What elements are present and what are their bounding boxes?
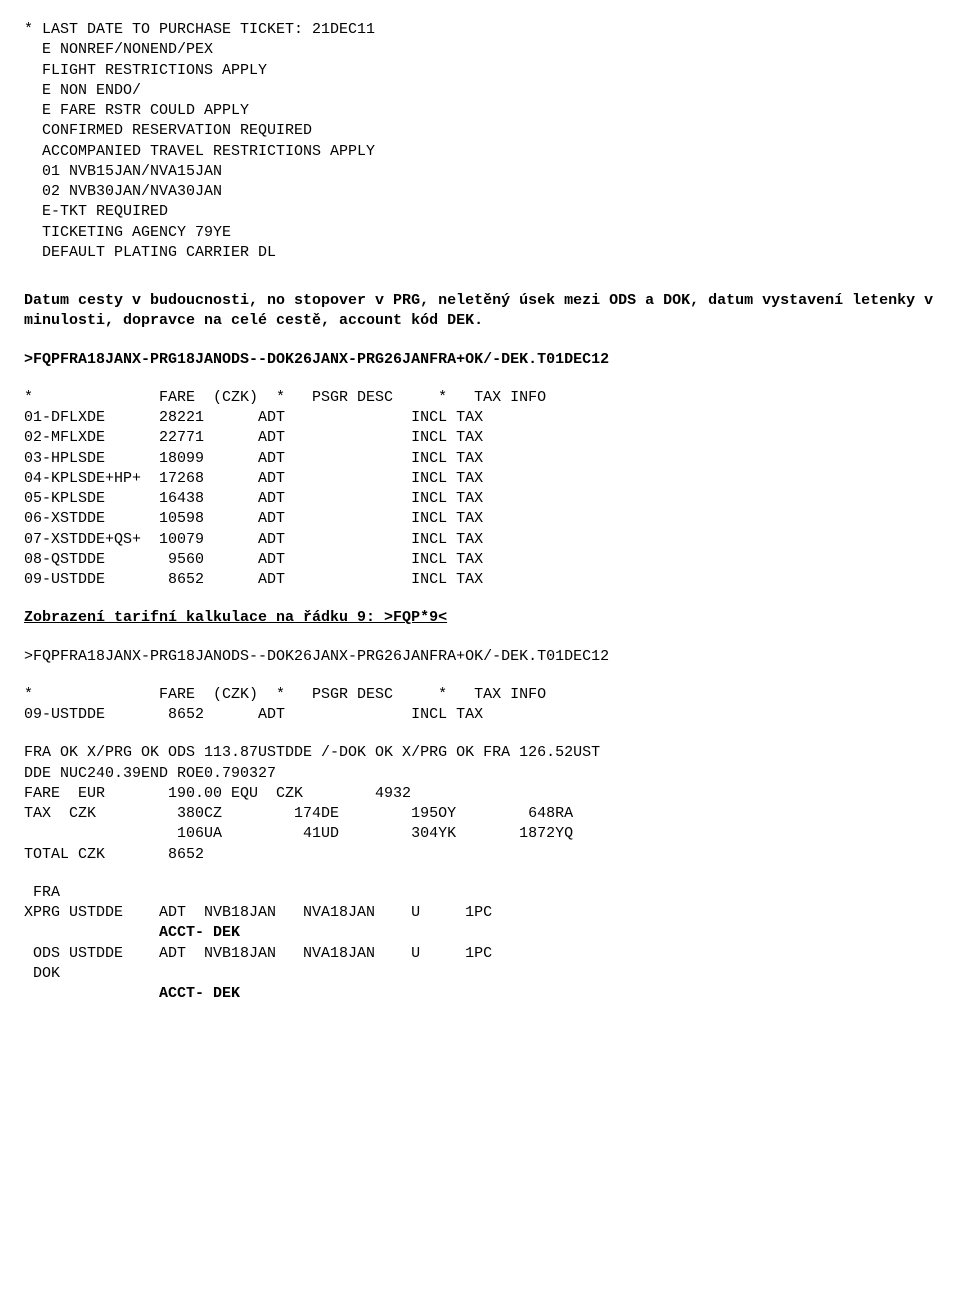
segment-line: FRA <box>24 883 936 903</box>
ticket-note-line: TICKETING AGENCY 79YE <box>24 223 936 243</box>
ticket-note-line: E NONREF/NONEND/PEX <box>24 40 936 60</box>
calc-title: Zobrazení tarifní kalkulace na řádku 9: … <box>24 608 936 628</box>
section-intro: Datum cesty v budoucnosti, no stopover v… <box>24 291 936 332</box>
fare-row: 05-KPLSDE 16438 ADT INCL TAX <box>24 489 936 509</box>
ticket-note-line: * LAST DATE TO PURCHASE TICKET: 21DEC11 <box>24 20 936 40</box>
ticket-note-line: E FARE RSTR COULD APPLY <box>24 101 936 121</box>
fare-header-2: * FARE (CZK) * PSGR DESC * TAX INFO <box>24 685 936 705</box>
calc-line: FARE EUR 190.00 EQU CZK 4932 <box>24 784 936 804</box>
query-1: >FQPFRA18JANX-PRG18JANODS--DOK26JANX-PRG… <box>24 350 936 370</box>
segment-line: DOK <box>24 964 936 984</box>
ticket-note-line: E NON ENDO/ <box>24 81 936 101</box>
fare-row: 02-MFLXDE 22771 ADT INCL TAX <box>24 428 936 448</box>
calc-line: TOTAL CZK 8652 <box>24 845 936 865</box>
query-2: >FQPFRA18JANX-PRG18JANODS--DOK26JANX-PRG… <box>24 647 936 667</box>
segment-line: ACCT- DEK <box>24 984 936 1004</box>
fare-row: 07-XSTDDE+QS+ 10079 ADT INCL TAX <box>24 530 936 550</box>
fare-row: 08-QSTDDE 9560 ADT INCL TAX <box>24 550 936 570</box>
calc-line: TAX CZK 380CZ 174DE 195OY 648RA <box>24 804 936 824</box>
segment-line: ODS USTDDE ADT NVB18JAN NVA18JAN U 1PC <box>24 944 936 964</box>
fare-row: 06-XSTDDE 10598 ADT INCL TAX <box>24 509 936 529</box>
fare-row: 01-DFLXDE 28221 ADT INCL TAX <box>24 408 936 428</box>
ticket-note-line: 01 NVB15JAN/NVA15JAN <box>24 162 936 182</box>
ticket-note-line: 02 NVB30JAN/NVA30JAN <box>24 182 936 202</box>
fare-header-1: * FARE (CZK) * PSGR DESC * TAX INFO <box>24 388 936 408</box>
ticket-note-line: E-TKT REQUIRED <box>24 202 936 222</box>
calc-line: FRA OK X/PRG OK ODS 113.87USTDDE /-DOK O… <box>24 743 936 763</box>
fare-row: 03-HPLSDE 18099 ADT INCL TAX <box>24 449 936 469</box>
fare-row: 09-USTDDE 8652 ADT INCL TAX <box>24 570 936 590</box>
segment-line: XPRG USTDDE ADT NVB18JAN NVA18JAN U 1PC <box>24 903 936 923</box>
calc-line: DDE NUC240.39END ROE0.790327 <box>24 764 936 784</box>
ticket-note-line: FLIGHT RESTRICTIONS APPLY <box>24 61 936 81</box>
ticket-note-line: DEFAULT PLATING CARRIER DL <box>24 243 936 263</box>
calc-line: 106UA 41UD 304YK 1872YQ <box>24 824 936 844</box>
ticket-note-line: CONFIRMED RESERVATION REQUIRED <box>24 121 936 141</box>
fare-row: 04-KPLSDE+HP+ 17268 ADT INCL TAX <box>24 469 936 489</box>
fare-row: 09-USTDDE 8652 ADT INCL TAX <box>24 705 936 725</box>
segment-line: ACCT- DEK <box>24 923 936 943</box>
ticket-note-line: ACCOMPANIED TRAVEL RESTRICTIONS APPLY <box>24 142 936 162</box>
